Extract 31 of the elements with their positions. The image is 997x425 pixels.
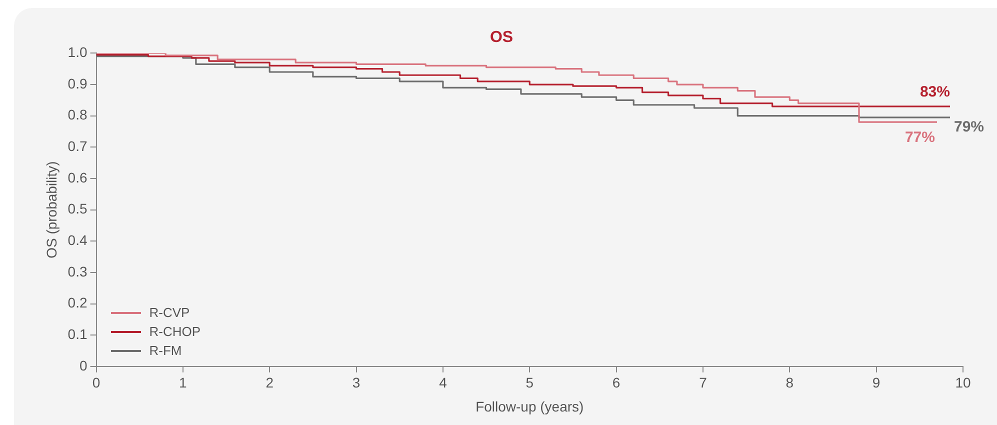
- x-tick-label: 4: [439, 374, 448, 391]
- y-tick-label: 0.4: [68, 232, 88, 248]
- x-tick-label: 3: [352, 374, 360, 391]
- x-tick-label: 0: [92, 374, 100, 391]
- x-tick-label: 10: [955, 374, 971, 391]
- legend-label: R-CHOP: [149, 324, 201, 340]
- y-tick-label: 0.3: [68, 263, 88, 280]
- y-tick-label: 0.1: [68, 326, 88, 342]
- y-tick-label: 0.9: [68, 75, 88, 92]
- y-tick-label: 0.7: [68, 138, 88, 154]
- annotation: 79%: [954, 118, 984, 136]
- x-tick-label: 7: [699, 374, 708, 391]
- y-tick-label: 0.5: [68, 200, 88, 217]
- annotation: 77%: [904, 129, 935, 146]
- x-tick-label: 6: [612, 374, 620, 391]
- chart-title: OS: [490, 29, 514, 46]
- x-axis-title: Follow-up (years): [476, 398, 584, 414]
- x-tick-label: 1: [179, 374, 188, 391]
- y-tick-label: 0.8: [68, 106, 88, 123]
- x-tick-label: 5: [526, 374, 534, 391]
- y-axis-title: OS (probability): [43, 161, 60, 258]
- annotation: 83%: [920, 84, 950, 101]
- x-tick-label: 8: [786, 374, 794, 391]
- y-tick-label: 1.0: [68, 44, 88, 60]
- y-tick-label: 0.2: [68, 294, 88, 311]
- x-tick-label: 2: [266, 374, 274, 391]
- y-tick-label: 0: [79, 357, 88, 374]
- y-tick-label: 0.6: [68, 169, 88, 186]
- x-tick-label: 9: [872, 374, 880, 391]
- legend-label: R-CVP: [149, 305, 190, 320]
- legend-label: R-FM: [149, 343, 182, 358]
